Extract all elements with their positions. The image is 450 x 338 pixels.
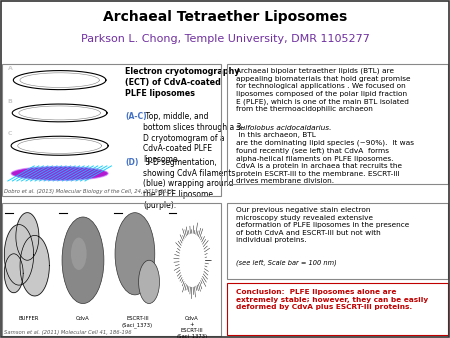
Text: C: C bbox=[8, 131, 12, 137]
Text: 50nm: 50nm bbox=[31, 90, 45, 95]
Polygon shape bbox=[4, 224, 34, 285]
Text: Dobro et al. (2013) Molecular Biology of the Cell, 24, 2319-2327.: Dobro et al. (2013) Molecular Biology of… bbox=[4, 189, 175, 194]
Text: Archaeal Tetraether Liposomes: Archaeal Tetraether Liposomes bbox=[103, 10, 347, 24]
Text: Samson et al. (2011) Molecular Cell 41, 186-196: Samson et al. (2011) Molecular Cell 41, … bbox=[4, 330, 132, 335]
Text: CdvA: CdvA bbox=[76, 316, 90, 321]
Text: In this archaeon, BTL
are the dominating lipid species (~90%).  It was
found rec: In this archaeon, BTL are the dominating… bbox=[236, 132, 414, 184]
Text: B: B bbox=[8, 99, 13, 104]
Text: Top, middle, and
bottom slices through a 3-
D cryotomogram of a
CdvA-coated PLFE: Top, middle, and bottom slices through a… bbox=[143, 112, 244, 164]
Text: (see left, Scale bar = 100 nm): (see left, Scale bar = 100 nm) bbox=[236, 259, 337, 266]
Circle shape bbox=[71, 238, 87, 270]
Text: D: D bbox=[8, 164, 13, 169]
Text: (A-C): (A-C) bbox=[126, 112, 147, 121]
Text: Electron cryotomography
(ECT) of CdvA-coated
PLFE liposomes: Electron cryotomography (ECT) of CdvA-co… bbox=[126, 67, 240, 98]
Circle shape bbox=[62, 217, 104, 304]
Text: Archaeal bipolar tetraether lipids (BTL) are
appealing biomaterials that hold gr: Archaeal bipolar tetraether lipids (BTL)… bbox=[236, 68, 410, 120]
Text: Sulfolobus acidocaldarius.: Sulfolobus acidocaldarius. bbox=[236, 125, 332, 131]
Text: (D): (D) bbox=[126, 158, 139, 167]
Polygon shape bbox=[4, 254, 23, 293]
Text: BUFFER: BUFFER bbox=[18, 316, 39, 321]
Text: Parkson L. Chong, Temple University, DMR 1105277: Parkson L. Chong, Temple University, DMR… bbox=[81, 34, 369, 44]
Polygon shape bbox=[16, 213, 39, 260]
Circle shape bbox=[115, 213, 155, 295]
Text: ESCRT-III
(Saci_1373): ESCRT-III (Saci_1373) bbox=[122, 316, 153, 328]
Text: CdvA
+
ESCRT-III
(Saci_1373): CdvA + ESCRT-III (Saci_1373) bbox=[176, 316, 207, 338]
Ellipse shape bbox=[11, 166, 108, 180]
Circle shape bbox=[139, 260, 159, 304]
Text: 3-D segmentation,
showing CdvA filaments
(blue) wrapping around
the PLFE liposom: 3-D segmentation, showing CdvA filaments… bbox=[143, 158, 236, 210]
Text: Conclusion:  PLFE liposomes alone are
extremely stable; however, they can be eas: Conclusion: PLFE liposomes alone are ext… bbox=[236, 289, 428, 310]
Text: Our previous negative stain electron
microscopy study revealed extensive
deforma: Our previous negative stain electron mic… bbox=[236, 208, 410, 243]
Polygon shape bbox=[20, 235, 50, 296]
Text: A: A bbox=[8, 66, 13, 71]
